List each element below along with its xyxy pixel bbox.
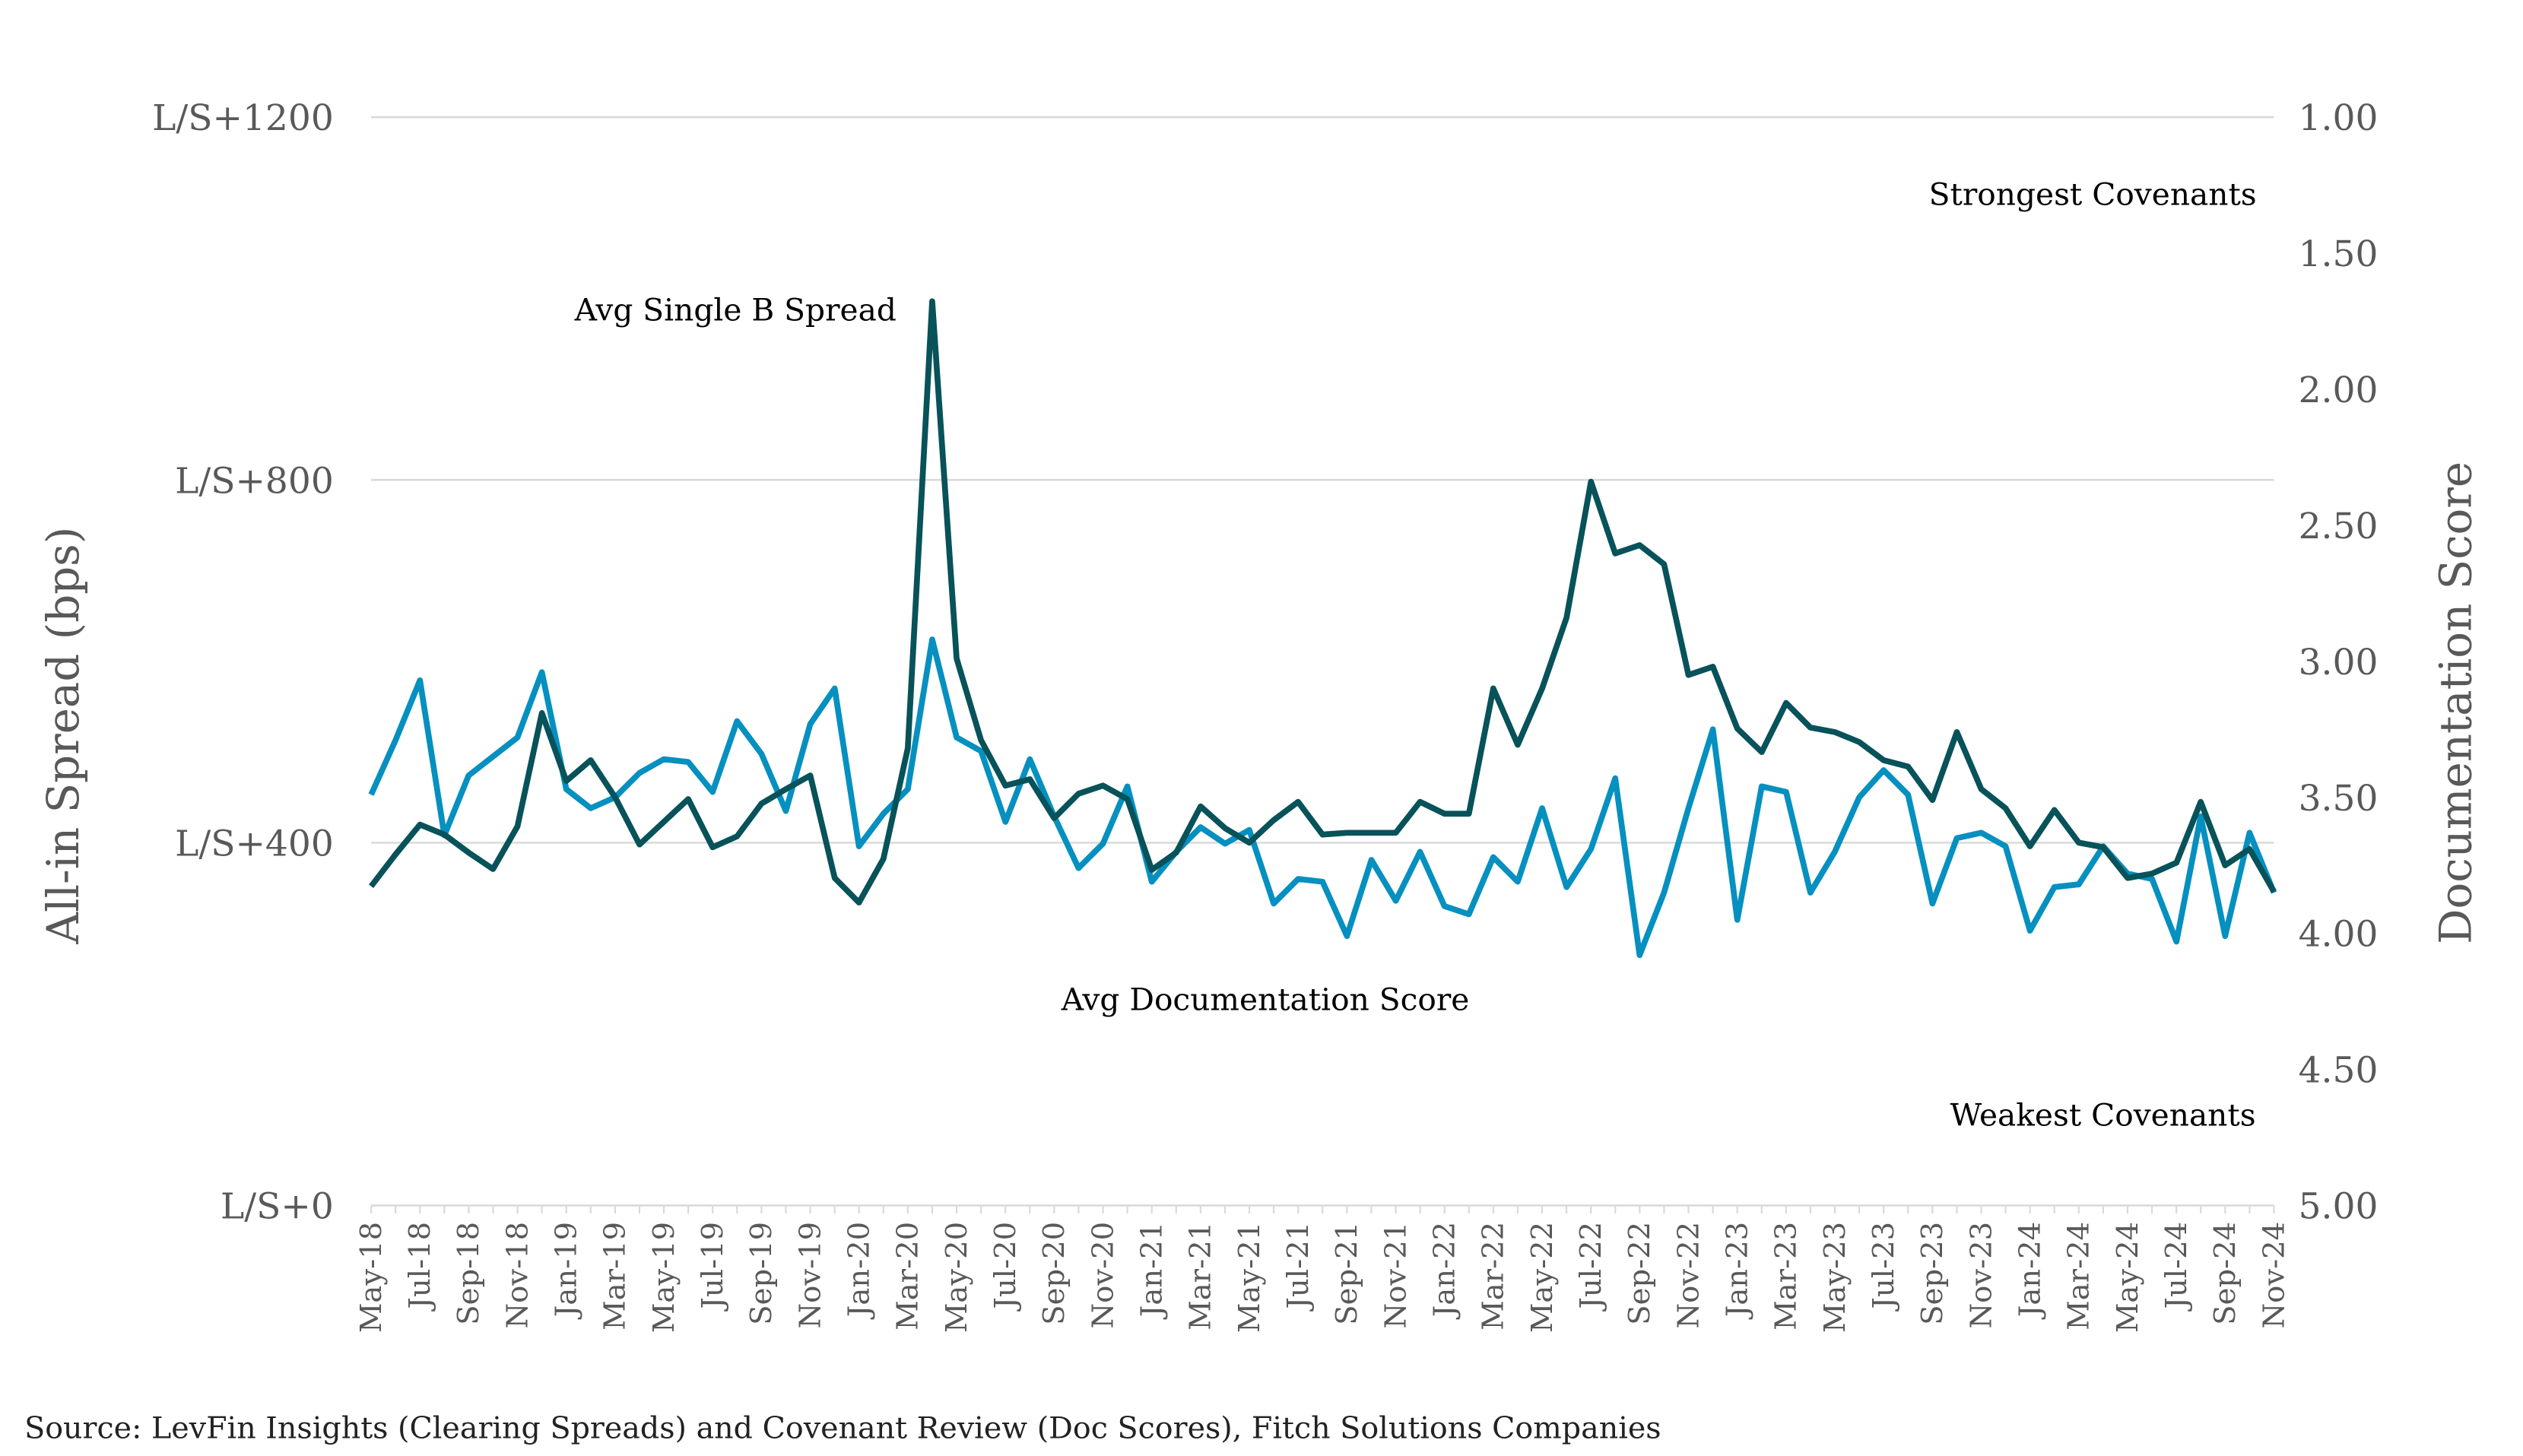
x-tick-label: Jul-23 (1867, 1222, 1901, 1312)
right-axis-title: Documentation Score (2429, 462, 2481, 944)
x-tick-label: Sep-23 (1915, 1222, 1950, 1325)
x-tick-label: Mar-24 (2062, 1222, 2096, 1331)
x-tick-label: May-24 (2111, 1222, 2145, 1333)
x-tick-label: Sep-20 (1037, 1222, 1071, 1325)
y2-tick-label: 5.00 (2299, 1186, 2379, 1228)
x-tick-label: Nov-20 (1086, 1222, 1120, 1329)
x-tick-label: Nov-21 (1379, 1222, 1413, 1329)
x-tick-label: Jul-24 (2160, 1222, 2194, 1312)
x-tick-label: May-20 (940, 1222, 974, 1333)
x-tick-label: May-22 (1525, 1222, 1560, 1333)
series-line-doc-score (368, 636, 2277, 959)
left-axis-ticks: L/S+0 L/S+400 L/S+800 L/S+1200 (152, 97, 334, 1227)
annotation-spread: Avg Single B Spread (574, 292, 897, 328)
y2-tick-label: 3.00 (2299, 642, 2379, 684)
x-tick-label: Jul-19 (696, 1222, 730, 1312)
y2-tick-label: 3.50 (2299, 778, 2379, 820)
x-tick-label: Mar-22 (1477, 1222, 1511, 1331)
y2-tick-label: 1.00 (2299, 97, 2379, 139)
y2-tick-label: 4.50 (2299, 1050, 2379, 1092)
y-tick-label: L/S+400 (175, 823, 334, 864)
x-tick-label: May-18 (354, 1222, 389, 1333)
x-tick-label: Sep-21 (1330, 1222, 1364, 1325)
x-tick-label: Jul-18 (403, 1222, 437, 1312)
x-tick-label: Jan-19 (550, 1222, 584, 1320)
x-tick-label: Mar-23 (1769, 1222, 1804, 1331)
x-tick-label: Jan-20 (843, 1222, 877, 1320)
x-tick-label: Jan-24 (2013, 1222, 2047, 1320)
x-tick-label: Sep-19 (744, 1222, 779, 1325)
annotation-strongest: Strongest Covenants (1929, 176, 2257, 213)
x-tick-label: Jan-22 (1428, 1222, 1462, 1320)
x-tick-label: Jul-21 (1281, 1222, 1315, 1312)
x-tick-label: Nov-19 (793, 1222, 827, 1329)
y2-tick-label: 2.00 (2299, 370, 2379, 411)
x-tick-label: Mar-20 (891, 1222, 925, 1331)
x-tick-label: Jul-22 (1574, 1222, 1608, 1312)
source-note: Source: LevFin Insights (Clearing Spread… (24, 1410, 1661, 1445)
annotation-doc-score: Avg Documentation Score (1061, 982, 1470, 1018)
x-tick-label: Mar-19 (598, 1222, 633, 1331)
y-tick-label: L/S+1200 (152, 97, 334, 139)
x-axis: May-18 Jul-18 Sep-18 Nov-18 Jan-19 Mar-19 May-… (354, 1205, 2291, 1333)
annotation-weakest: Weakest Covenants (1950, 1097, 2255, 1134)
right-axis-ticks: 1.00 1.50 2.00 2.50 3.00 3.50 4.00 4.50 5.00 (2299, 97, 2379, 1227)
x-tick-label: May-19 (647, 1222, 681, 1333)
y-tick-label: L/S+0 (221, 1186, 334, 1228)
x-tick-label: Sep-18 (452, 1222, 486, 1325)
x-tick-label: May-21 (1233, 1222, 1267, 1333)
x-tick-label: Nov-23 (1964, 1222, 1998, 1329)
x-tick-label: Jan-23 (1721, 1222, 1755, 1320)
x-tick-label: Nov-24 (2257, 1222, 2291, 1329)
series-lines (368, 298, 2277, 959)
y2-tick-label: 2.50 (2299, 506, 2379, 547)
left-axis-title: All-in Spread (bps) (37, 527, 89, 945)
x-tick-label: Sep-24 (2208, 1222, 2242, 1325)
gridlines (371, 116, 2274, 1207)
y-tick-label: L/S+800 (175, 460, 334, 502)
series-line-spread (369, 298, 2277, 906)
x-tick-label: Mar-21 (1184, 1222, 1218, 1331)
x-tick-label: Nov-18 (500, 1222, 535, 1329)
x-tick-label: Nov-22 (1671, 1222, 1706, 1329)
x-tick-label: Jan-21 (1135, 1222, 1169, 1320)
x-tick-label: Sep-22 (1623, 1222, 1657, 1325)
x-tick-label: May-23 (1818, 1222, 1852, 1333)
x-tick-label: Jul-20 (989, 1222, 1023, 1312)
y2-tick-label: 4.00 (2299, 914, 2379, 956)
y2-tick-label: 1.50 (2299, 233, 2379, 275)
